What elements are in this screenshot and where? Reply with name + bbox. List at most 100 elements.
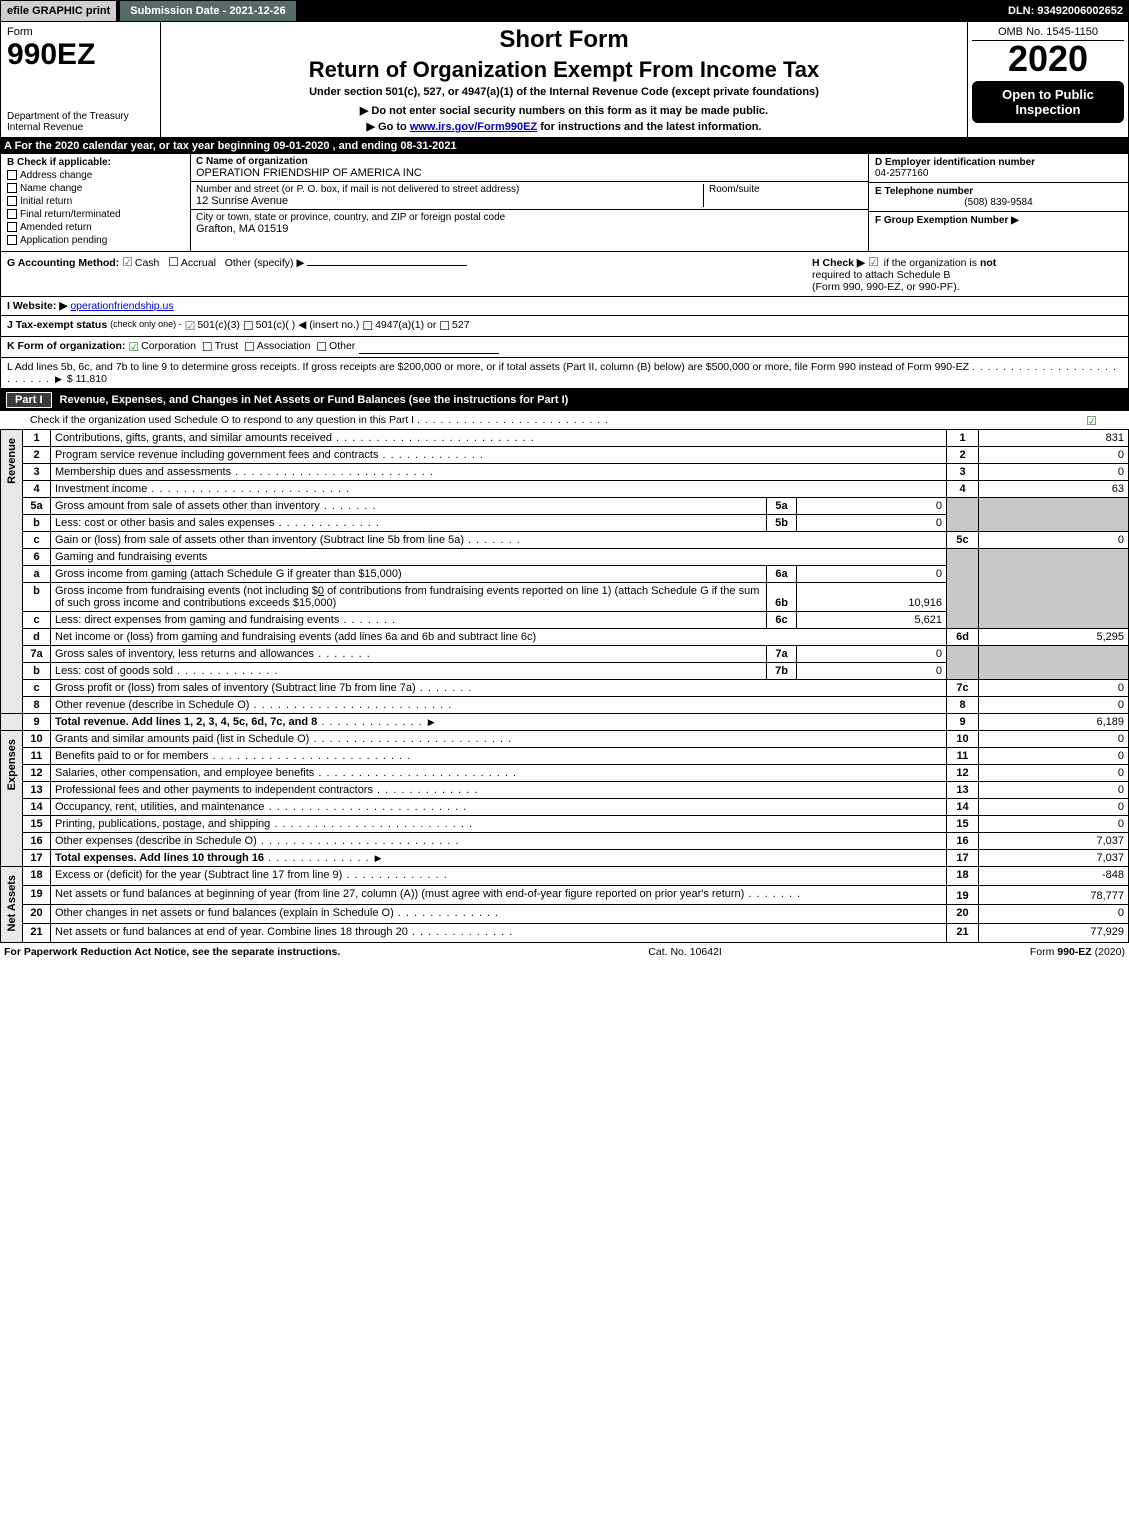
section-b-left: B Check if applicable: Address change Na… [1,154,191,251]
r9-arrow [426,716,437,728]
r7b-mv: 0 [797,663,947,680]
r20-val: 0 [979,905,1129,924]
efile-print-button[interactable]: efile GRAPHIC print [0,0,117,22]
chk-pending[interactable] [7,235,17,245]
opt-final: Final return/terminated [20,209,121,220]
k-other-input[interactable] [359,340,499,354]
r19-dots [744,888,801,900]
r10-dots [309,733,512,745]
r1-desc: Contributions, gifts, grants, and simila… [55,432,332,444]
chk-initial[interactable] [7,196,17,206]
j-4947-check[interactable] [362,319,375,333]
footer-right-pre: Form [1030,946,1057,958]
r7-grey1 [947,646,979,680]
r21-val: 77,929 [979,924,1129,943]
r17-dots [264,852,369,864]
g-cash-check[interactable] [122,257,135,269]
r20-desc: Other changes in net assets or fund bala… [55,907,394,919]
r5a-mv: 0 [797,498,947,515]
r6c-mv: 5,621 [797,612,947,629]
subnote-dots [417,414,609,426]
r6c-dots [339,614,396,626]
k-other-check[interactable] [316,340,329,354]
chk-name[interactable] [7,183,17,193]
schedule-o-check[interactable] [1086,414,1099,428]
r19-val: 78,777 [979,886,1129,905]
goto-post: for instructions and the latest informat… [537,121,761,133]
chk-amended[interactable] [7,222,17,232]
r18-val: -848 [979,867,1129,886]
r12-rn: 12 [947,765,979,782]
r6b-d1: Gross income from fundraising events (no… [55,585,318,597]
r11-dots [208,750,411,762]
do-not-note: ▶ Do not enter social security numbers o… [165,104,963,117]
part1-subnote-row: Check if the organization used Schedule … [0,411,1129,429]
r6a-mv: 0 [797,566,947,583]
l-arrow [53,373,64,385]
r18-rn: 18 [947,867,979,886]
r12-desc: Salaries, other compensation, and employ… [55,767,314,779]
department-label: Department of the Treasury Internal Reve… [7,111,154,133]
k-trust-check[interactable] [202,340,215,354]
website-link[interactable]: operationfriendship.us [70,300,173,312]
opt-name: Name change [20,183,82,194]
footer-right-b: 990-EZ [1057,946,1091,958]
j-501c3-check[interactable] [185,319,198,333]
k-assoc-check[interactable] [244,340,257,354]
h-text3: (Form 990, 990-EZ, or 990-PF). [812,281,960,293]
main-title: Return of Organization Exempt From Incom… [165,57,963,83]
r15-dots [270,818,473,830]
goto-note: ▶ Go to www.irs.gov/Form990EZ for instru… [165,120,963,133]
h-check[interactable] [868,257,881,269]
r4-dots [147,483,350,495]
r11-num: 11 [23,748,51,765]
chk-address[interactable] [7,170,17,180]
form-word: Form [7,26,33,38]
r20-rn: 20 [947,905,979,924]
r7a-mn: 7a [767,646,797,663]
r1-val: 831 [979,430,1129,447]
k-o1: Corporation [141,340,196,354]
r7c-rn: 7c [947,680,979,697]
opt-address: Address change [20,170,92,181]
side-net-assets: Net Assets [1,867,23,943]
addr-label: Number and street (or P. O. box, if mail… [196,184,519,195]
r7c-val: 0 [979,680,1129,697]
k-block: K Form of organization: Corporation Trus… [0,337,1129,358]
c-label: C Name of organization [196,156,308,167]
r8-num: 8 [23,697,51,714]
spacer [297,0,1002,22]
r14-desc: Occupancy, rent, utilities, and maintena… [55,801,265,813]
r12-val: 0 [979,765,1129,782]
dln-label: DLN: 93492006002652 [1002,0,1129,22]
r5-grey1 [947,498,979,532]
r9-num: 9 [23,714,51,731]
open-to-public: Open to Public Inspection [972,81,1124,123]
opt-amended: Amended return [20,222,92,233]
r7b-num: b [23,663,51,680]
j-527-check[interactable] [439,319,452,333]
header-center: Short Form Return of Organization Exempt… [161,22,968,137]
d-label: D Employer identification number [875,157,1035,168]
part1-header: Part I Revenue, Expenses, and Changes in… [0,389,1129,411]
k-o4: Other [329,340,355,354]
r13-dots [373,784,478,796]
opt-initial: Initial return [20,196,72,207]
k-corp-check[interactable] [128,340,141,354]
g-accrual-check[interactable] [168,257,181,269]
l-block: L Add lines 5b, 6c, and 7b to line 9 to … [0,358,1129,389]
goto-link[interactable]: www.irs.gov/Form990EZ [410,121,537,133]
r10-num: 10 [23,731,51,748]
r12-dots [314,767,517,779]
r13-num: 13 [23,782,51,799]
r5-grey2 [979,498,1129,532]
j-501c-check[interactable] [243,319,256,333]
r6b-num: b [23,583,51,612]
h-label: H Check ▶ [812,257,865,269]
room-suite: Room/suite [703,184,863,207]
j-note: (check only one) - [110,319,182,333]
form-number: 990EZ [7,38,95,71]
g-other-input[interactable] [307,265,467,266]
chk-final[interactable] [7,209,17,219]
side-revenue: Revenue [1,430,23,714]
